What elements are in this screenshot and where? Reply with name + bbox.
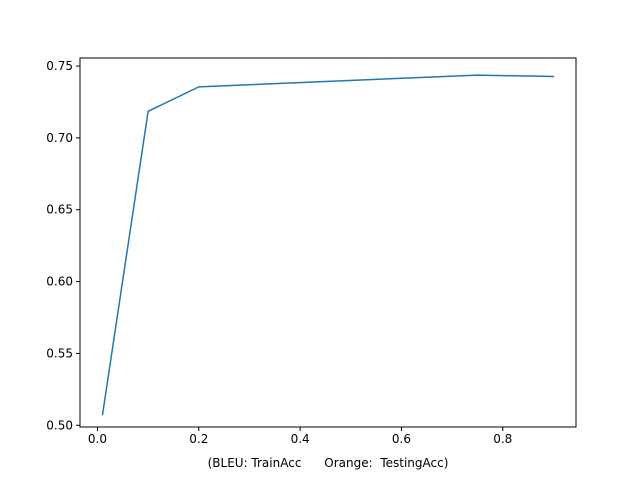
- y-tick-label: 0.75: [46, 59, 73, 73]
- x-axis-label: (BLEU: TrainAcc Orange: TestingAcc): [208, 456, 449, 470]
- y-tick-label: 0.60: [46, 275, 73, 289]
- x-tick-label: 0.2: [189, 432, 208, 446]
- x-tick-label: 0.6: [392, 432, 411, 446]
- y-tick-label: 0.50: [46, 418, 73, 432]
- y-tick-label: 0.55: [46, 346, 73, 360]
- x-tick-label: 0.4: [291, 432, 310, 446]
- y-tick-label: 0.65: [46, 203, 73, 217]
- x-tick-label: 0.0: [88, 432, 107, 446]
- y-tick-label: 0.70: [46, 131, 73, 145]
- x-tick-label: 0.8: [493, 432, 512, 446]
